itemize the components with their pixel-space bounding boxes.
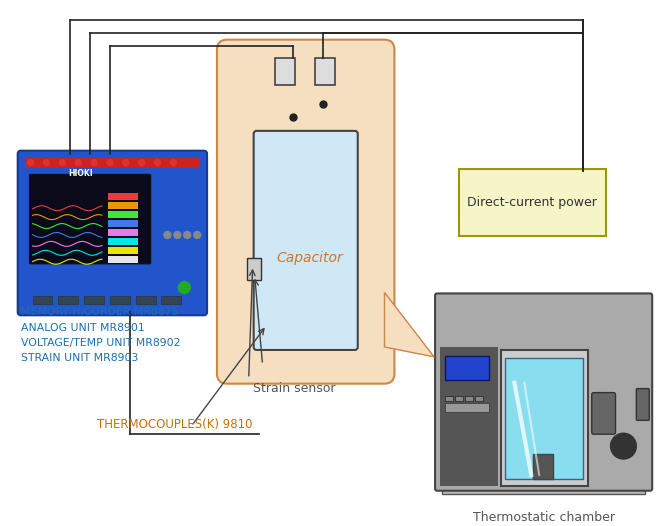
FancyBboxPatch shape: [592, 392, 616, 434]
Bar: [161, 297, 181, 305]
Circle shape: [28, 159, 34, 166]
Bar: [108, 229, 138, 236]
Circle shape: [43, 159, 49, 166]
Text: THERMOCOUPLES(K) 9810: THERMOCOUPLES(K) 9810: [97, 418, 252, 431]
Bar: [440, 347, 498, 486]
Bar: [533, 454, 553, 479]
FancyBboxPatch shape: [435, 294, 652, 491]
Circle shape: [107, 159, 113, 166]
Bar: [501, 350, 588, 486]
Circle shape: [184, 231, 190, 238]
Bar: [24, 158, 200, 168]
Bar: [459, 168, 606, 236]
Bar: [84, 297, 104, 305]
Bar: [445, 403, 488, 412]
Bar: [275, 57, 295, 85]
Text: Capacitor: Capacitor: [277, 251, 343, 265]
Circle shape: [164, 231, 171, 238]
Bar: [59, 297, 78, 305]
Text: Thermostatic chamber: Thermostatic chamber: [473, 511, 615, 523]
Circle shape: [179, 281, 190, 294]
Circle shape: [59, 159, 65, 166]
Bar: [246, 258, 260, 280]
Circle shape: [171, 159, 177, 166]
Bar: [108, 194, 138, 200]
Bar: [108, 256, 138, 262]
FancyBboxPatch shape: [217, 39, 395, 383]
Bar: [108, 238, 138, 245]
FancyBboxPatch shape: [18, 150, 207, 315]
Bar: [136, 297, 156, 305]
Polygon shape: [384, 292, 434, 357]
Bar: [445, 396, 453, 400]
Bar: [108, 211, 138, 218]
Bar: [315, 57, 335, 85]
FancyBboxPatch shape: [30, 175, 150, 264]
Bar: [455, 396, 463, 400]
Circle shape: [75, 159, 81, 166]
Bar: [110, 297, 130, 305]
Circle shape: [194, 231, 200, 238]
Text: Direct-current power: Direct-current power: [467, 196, 597, 209]
Bar: [445, 356, 488, 380]
Bar: [465, 396, 473, 400]
Bar: [108, 202, 138, 209]
Bar: [32, 297, 53, 305]
Text: Strain sensor: Strain sensor: [252, 382, 335, 395]
Bar: [474, 396, 482, 400]
FancyBboxPatch shape: [637, 389, 649, 420]
Bar: [442, 434, 645, 494]
Circle shape: [174, 231, 181, 238]
Circle shape: [91, 159, 97, 166]
Circle shape: [610, 433, 637, 459]
Bar: [505, 358, 583, 479]
Bar: [108, 247, 138, 254]
Bar: [108, 220, 138, 227]
Text: HIOKI: HIOKI: [68, 169, 92, 178]
Circle shape: [154, 159, 161, 166]
Circle shape: [123, 159, 129, 166]
Text: MEMORY HiCORDER MR8875
ANALOG UNIT MR8901
VOLTAGE/TEMP UNIT MR8902
STRAIN UNIT M: MEMORY HiCORDER MR8875 ANALOG UNIT MR890…: [20, 307, 180, 363]
Circle shape: [138, 159, 144, 166]
FancyBboxPatch shape: [254, 131, 358, 350]
